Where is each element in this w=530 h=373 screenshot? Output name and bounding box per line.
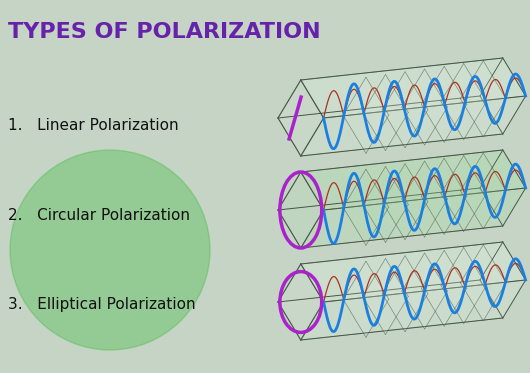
Polygon shape — [421, 250, 467, 326]
Polygon shape — [301, 188, 526, 248]
Polygon shape — [441, 248, 487, 323]
Polygon shape — [421, 66, 467, 142]
Polygon shape — [278, 172, 324, 248]
Polygon shape — [363, 258, 408, 335]
Polygon shape — [402, 69, 447, 145]
Polygon shape — [301, 150, 526, 210]
Polygon shape — [480, 242, 526, 318]
Text: 2.   Circular Polarization: 2. Circular Polarization — [8, 207, 190, 223]
Polygon shape — [343, 261, 388, 337]
Polygon shape — [301, 242, 526, 302]
Polygon shape — [278, 80, 324, 156]
Polygon shape — [480, 58, 526, 134]
Polygon shape — [421, 158, 467, 234]
Polygon shape — [382, 72, 428, 148]
Polygon shape — [402, 161, 447, 237]
Polygon shape — [441, 156, 487, 232]
Text: 3.   Elliptical Polarization: 3. Elliptical Polarization — [8, 298, 196, 313]
Polygon shape — [301, 96, 526, 156]
Text: TYPES OF POLARIZATION: TYPES OF POLARIZATION — [8, 22, 321, 42]
Polygon shape — [461, 153, 506, 229]
Text: 1.   Linear Polarization: 1. Linear Polarization — [8, 117, 179, 132]
Polygon shape — [461, 245, 506, 321]
Polygon shape — [363, 75, 408, 150]
Polygon shape — [301, 58, 526, 118]
Polygon shape — [363, 166, 408, 242]
Polygon shape — [382, 164, 428, 240]
Polygon shape — [343, 77, 388, 153]
Polygon shape — [441, 63, 487, 140]
Ellipse shape — [10, 150, 210, 350]
Polygon shape — [461, 61, 506, 137]
Polygon shape — [343, 169, 388, 245]
Polygon shape — [301, 280, 526, 340]
Polygon shape — [402, 253, 447, 329]
Polygon shape — [382, 256, 428, 332]
Polygon shape — [278, 264, 324, 340]
Polygon shape — [480, 150, 526, 226]
